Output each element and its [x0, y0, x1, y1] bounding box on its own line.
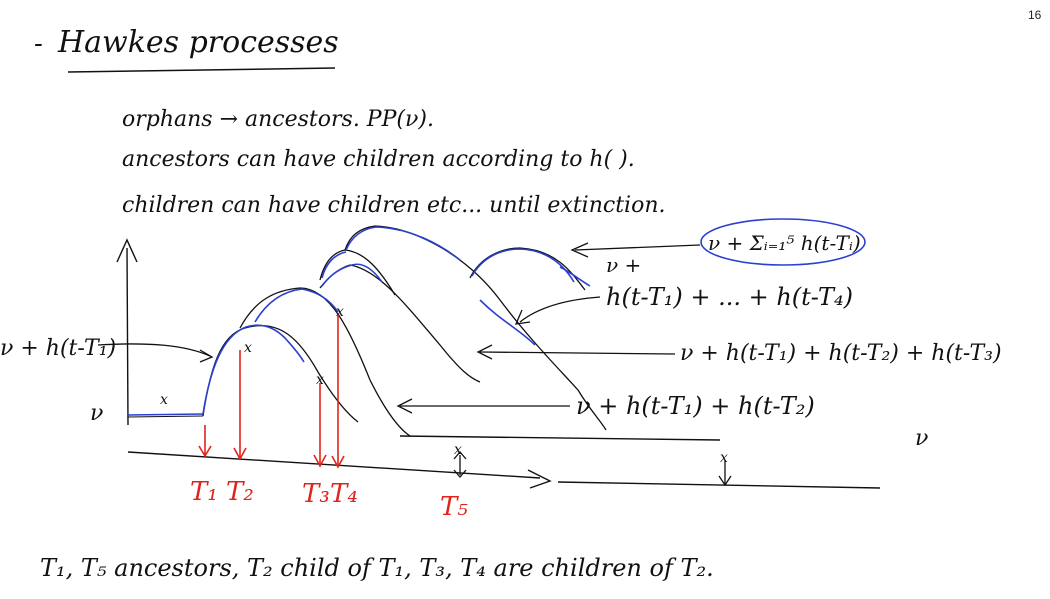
svg-text:x: x	[454, 442, 462, 458]
label-four-children: h(t-T₁) + ... + h(t-T₄)	[606, 283, 853, 311]
bullet-3: children can have children etc... until …	[122, 193, 666, 218]
page-title: Hawkes processes	[57, 25, 339, 60]
event-label-t4: T₄	[330, 479, 358, 509]
svg-text:x: x	[160, 392, 168, 408]
bullet-2: ancestors can have children according to…	[122, 147, 635, 172]
nu-plus-label: ν +	[606, 253, 641, 277]
sum-label-circle	[700, 218, 866, 266]
intensity-curves	[202, 225, 607, 437]
label-two-children: ν + h(t-T₁) + h(t-T₂)	[576, 392, 815, 420]
left-intensity-label: ν + h(t-T₁)	[0, 336, 116, 361]
nu-right-label: ν	[915, 426, 928, 451]
event-labels: T₁ T₂ T₃ T₄ T₅	[190, 477, 468, 522]
bullet-1: orphans → ancestors. PP(ν).	[122, 107, 434, 132]
nu-left-label: ν	[90, 401, 103, 426]
page-number: 16	[1028, 8, 1042, 22]
event-arrows	[198, 315, 345, 469]
left-label-arrow	[97, 343, 211, 357]
x-marks: x x x x x x	[160, 304, 728, 466]
title-dash: -	[34, 29, 43, 59]
event-label-t5: T₅	[440, 492, 468, 522]
event-label-t3: T₃	[302, 479, 330, 509]
label-three-children: ν + h(t-T₁) + h(t-T₂) + h(t-T₃)	[680, 341, 1002, 366]
event-label-t1: T₁	[190, 477, 218, 507]
svg-text:x: x	[336, 304, 344, 320]
svg-text:x: x	[244, 340, 252, 356]
event-label-t2: T₂	[226, 477, 254, 507]
title-underline	[67, 67, 336, 73]
footer-note: T₁, T₅ ancestors, T₂ child of T₁, T₃, T₄…	[40, 554, 714, 582]
axes	[116, 238, 881, 489]
sum-label: ν + Σᵢ₌₁⁵ h(t-Tᵢ)	[708, 231, 861, 255]
intensity-baseline	[127, 413, 204, 416]
blue-ink-traces	[202, 226, 591, 415]
baseline-black	[127, 415, 204, 418]
svg-text:x: x	[316, 372, 324, 388]
svg-text:x: x	[720, 450, 728, 466]
extinction-arrows	[453, 451, 732, 487]
